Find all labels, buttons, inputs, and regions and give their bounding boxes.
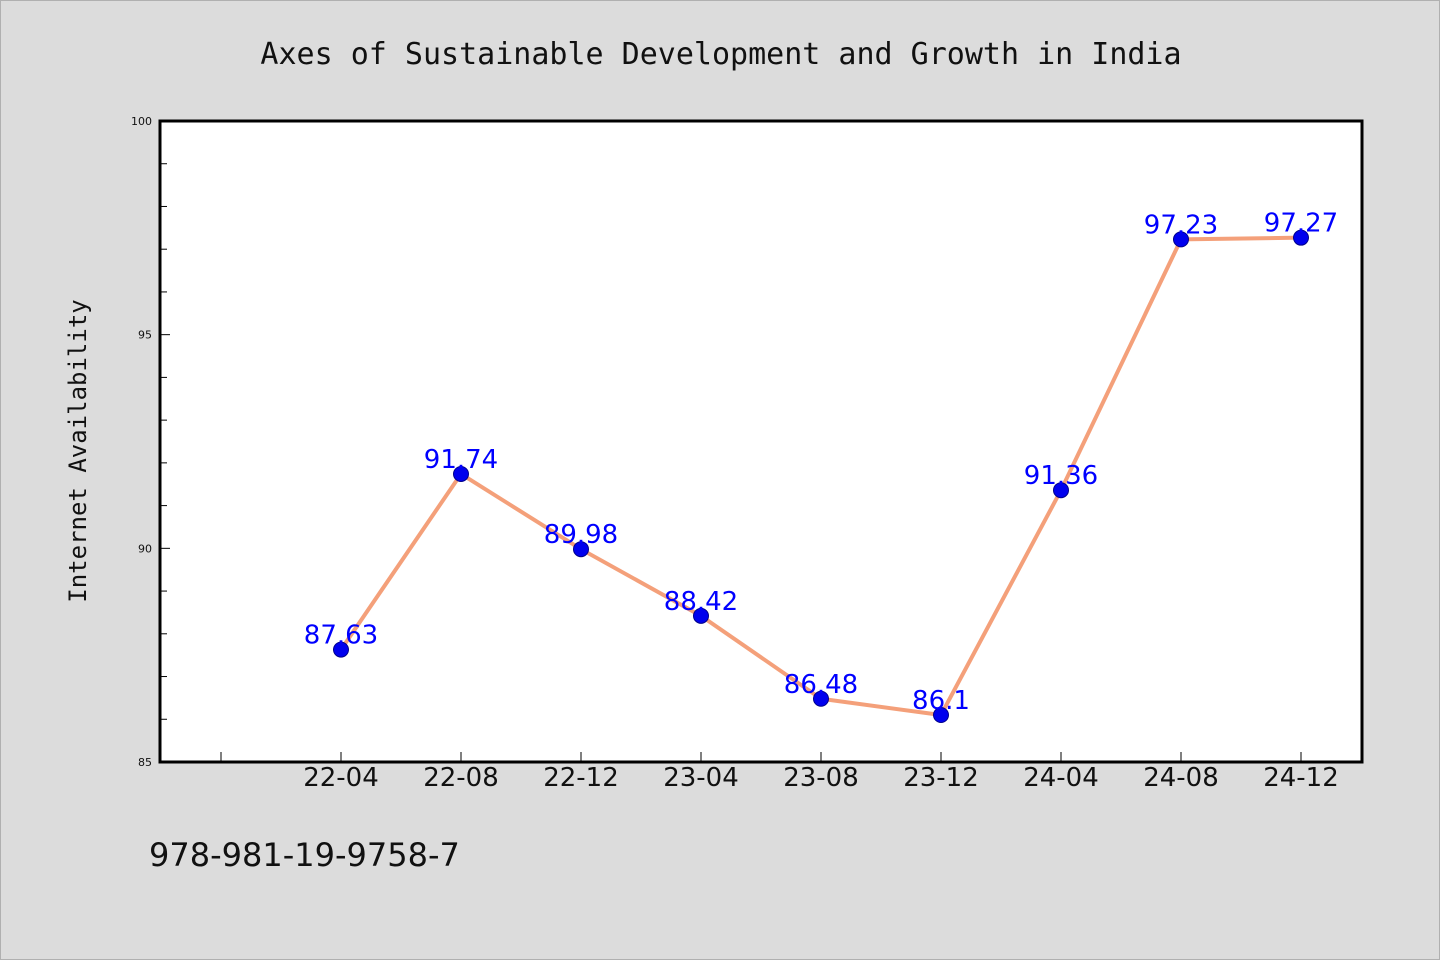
data-point	[453, 465, 469, 482]
data-point	[333, 641, 349, 658]
y-tick-label: 100	[131, 115, 152, 128]
data-label: 91.36	[1024, 461, 1098, 491]
x-tick-label: 23-12	[903, 763, 979, 793]
x-tick-label: 22-04	[303, 763, 379, 793]
x-tick-label: 23-08	[783, 763, 859, 793]
data-label: 86.1	[912, 686, 970, 716]
y-tick-label: 90	[138, 542, 152, 555]
y-axis-label: Internet Availability	[64, 299, 92, 602]
y-tick-label: 95	[138, 329, 152, 342]
data-point	[1053, 482, 1069, 499]
x-tick-label: 22-08	[423, 763, 499, 793]
data-label: 97.27	[1264, 209, 1338, 239]
x-tick-label: 24-04	[1023, 763, 1099, 793]
y-tick-label: 85	[138, 756, 152, 769]
data-point	[573, 541, 589, 558]
data-label: 97.23	[1144, 210, 1218, 240]
data-label: 88.42	[664, 587, 738, 617]
x-tick-label: 22-12	[543, 763, 619, 793]
data-point	[1293, 229, 1309, 246]
y-axis-ticks: 85 90 95 100	[131, 115, 170, 769]
x-axis-ticks: 22-04 22-08 22-12 23-04 23-08 23-12 24-04 24-08…	[220, 752, 1339, 793]
chart-title: Axes of Sustainable Development and Grow…	[260, 37, 1181, 72]
x-tick-label: 23-04	[663, 763, 739, 793]
x-tick-label: 24-08	[1143, 763, 1219, 793]
markers-group	[333, 229, 1309, 723]
data-point	[1173, 231, 1189, 248]
data-point	[933, 706, 949, 723]
footer-code: 978-981-19-9758-7	[149, 836, 460, 874]
x-tick-label: 24-12	[1263, 763, 1339, 793]
data-label: 91.74	[424, 445, 498, 475]
data-label: 86.48	[784, 670, 858, 700]
data-labels-group: 87.63 91.74 89.98 88.42 86.48 86.1 91.36 97.23 9…	[304, 209, 1338, 716]
data-label: 89.98	[544, 520, 618, 550]
data-label: 87.63	[304, 621, 378, 651]
data-point	[693, 607, 709, 624]
data-point	[813, 690, 829, 707]
